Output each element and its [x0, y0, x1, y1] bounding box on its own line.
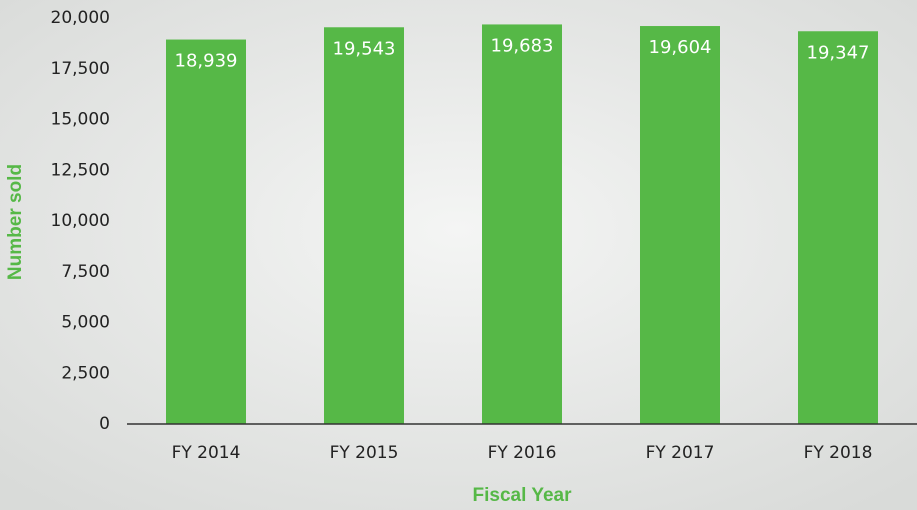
x-tick-label: FY 2014 — [172, 443, 241, 463]
x-tick-label: FY 2018 — [804, 443, 873, 463]
x-tick-label: FY 2016 — [488, 443, 557, 463]
x-axis-title: Fiscal Year — [473, 485, 573, 506]
bar — [324, 27, 404, 424]
x-tick-label: FY 2017 — [646, 443, 715, 463]
y-tick-label: 15,000 — [51, 110, 110, 130]
bar — [640, 26, 720, 425]
y-tick-label: 2,500 — [61, 363, 110, 383]
y-tick-label: 10,000 — [51, 211, 110, 231]
y-tick-label: 7,500 — [61, 262, 110, 282]
data-label: 19,604 — [649, 37, 712, 58]
data-label: 18,939 — [175, 51, 238, 72]
data-label: 19,347 — [807, 42, 870, 63]
data-label: 19,683 — [491, 35, 554, 56]
y-tick-label: 17,500 — [51, 59, 110, 79]
y-tick-label: 5,000 — [61, 313, 110, 333]
y-tick-label: 0 — [99, 414, 110, 434]
x-tick-label: FY 2015 — [330, 443, 399, 463]
y-tick-label: 20,000 — [51, 8, 110, 28]
bar — [482, 24, 562, 425]
y-tick-label: 12,500 — [51, 160, 110, 180]
bar — [798, 31, 878, 425]
data-label: 19,543 — [333, 38, 396, 59]
y-axis-title: Number sold — [5, 164, 26, 280]
bar — [166, 39, 246, 424]
